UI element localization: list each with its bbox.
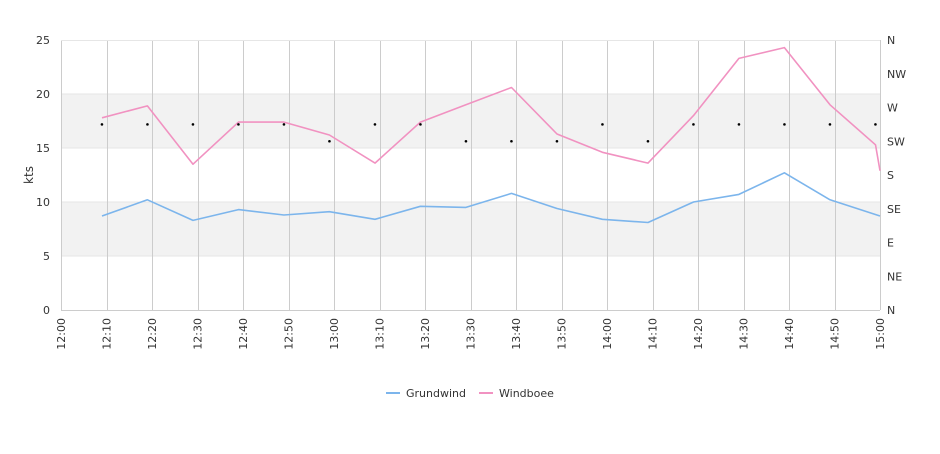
x-tick-label: 13:00 [328, 318, 341, 350]
x-tick-label: 14:20 [692, 318, 705, 350]
x-tick-label: 12:30 [192, 318, 205, 350]
direction-marker [601, 123, 604, 126]
y-axis-ticks: 0 5 10 15 20 25 [36, 34, 50, 317]
direction-marker [555, 139, 559, 143]
x-tick-label: 14:40 [783, 318, 796, 350]
x-tick-label: 12:20 [146, 318, 159, 350]
direction-tick-label: E [887, 237, 894, 250]
direction-tick-label: S [887, 169, 894, 182]
direction-marker [646, 139, 650, 143]
plot-band [61, 94, 880, 148]
x-tick-label: 12:40 [237, 318, 250, 350]
x-tick-label: 13:40 [510, 318, 523, 350]
series-layer [100, 46, 881, 224]
direction-marker [464, 139, 468, 143]
series-line-grundwind [101, 172, 881, 224]
direction-marker [191, 123, 195, 126]
direction-marker [100, 123, 104, 126]
x-tick-label: 14:30 [738, 318, 751, 350]
x-axis-ticks: 12:00 12:10 12:20 12:30 12:40 12:50 13:00 13:10… [55, 318, 887, 350]
x-tick-label: 14:50 [829, 318, 842, 350]
direction-tick-label: NW [887, 68, 906, 81]
y-tick-label: 10 [36, 196, 50, 209]
direction-tick-label: N [887, 304, 895, 317]
direction-tick-label: W [887, 102, 898, 115]
direction-marker [237, 123, 240, 126]
legend-item[interactable]: Grundwind [386, 387, 466, 400]
legend-label: Grundwind [406, 387, 466, 400]
direction-marker [146, 123, 149, 126]
x-tick-label: 14:00 [601, 318, 614, 350]
legend-item[interactable]: Windboee [479, 387, 554, 400]
plot-band [61, 202, 880, 256]
direction-marker [874, 123, 877, 126]
legend[interactable]: Grundwind Windboee [386, 387, 554, 400]
x-tick-label: 14:10 [647, 318, 660, 350]
direction-marker [828, 123, 832, 126]
axes [61, 40, 881, 311]
x-tick-label: 12:00 [55, 318, 68, 350]
plot-bands [61, 93, 880, 257]
direction-marker [510, 139, 513, 143]
y-tick-label: 5 [43, 250, 50, 263]
direction-marker [737, 123, 741, 126]
series-line-windboee [101, 46, 881, 171]
direction-markers [100, 123, 877, 143]
y-axis-title: kts [22, 166, 36, 184]
direction-tick-label: SE [887, 203, 901, 216]
direction-tick-label: NE [887, 270, 902, 283]
y-tick-label: 0 [43, 304, 50, 317]
x-tick-label: 13:50 [556, 318, 569, 350]
y-tick-label: 15 [36, 142, 50, 155]
direction-axis-ticks: N NE E SE S SW W NW N [887, 34, 906, 317]
y-tick-label: 25 [36, 34, 50, 47]
vertical-gridlines [107, 40, 836, 310]
x-tick-label: 12:10 [101, 318, 114, 350]
x-tick-label: 13:30 [465, 318, 478, 350]
legend-label: Windboee [499, 387, 554, 400]
x-tick-label: 12:50 [283, 318, 296, 350]
direction-marker [328, 139, 331, 143]
x-tick-label: 13:20 [419, 318, 432, 350]
direction-marker [373, 123, 377, 126]
direction-marker [692, 123, 695, 126]
direction-marker [783, 123, 786, 126]
x-tick-label: 15:00 [874, 318, 887, 350]
y-tick-label: 20 [36, 88, 50, 101]
direction-tick-label: N [887, 34, 895, 47]
x-tick-label: 13:10 [374, 318, 387, 350]
direction-tick-label: SW [887, 135, 905, 148]
direction-marker [282, 123, 286, 126]
direction-marker [419, 123, 422, 126]
